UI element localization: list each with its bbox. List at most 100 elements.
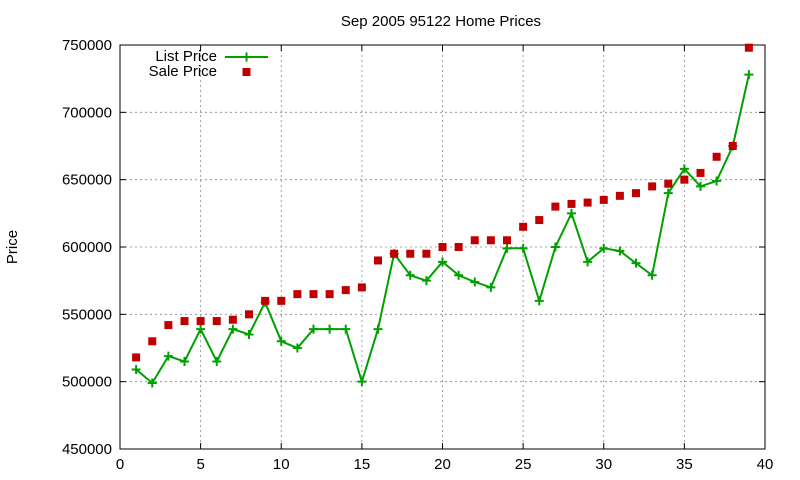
sale-price-point — [422, 249, 431, 258]
list-price-point — [663, 188, 673, 198]
list-price-point — [212, 356, 222, 366]
list-price-point — [744, 70, 754, 80]
list-price-point — [567, 208, 576, 218]
list-price-point — [550, 242, 560, 252]
sale-price-point — [486, 236, 495, 245]
sale-price-point — [503, 236, 511, 245]
sale-price-point — [664, 179, 673, 188]
list-price-point — [357, 377, 367, 387]
list-price-point — [679, 164, 689, 174]
axis-ticks — [120, 45, 765, 449]
list-price-point — [341, 324, 351, 334]
list-price-point — [292, 343, 302, 353]
sale-price-point — [148, 337, 157, 346]
legend: List Price Sale Price — [149, 48, 268, 80]
y-tick-label: 450000 — [62, 441, 112, 458]
list-price-point — [599, 243, 609, 253]
sale-price-point — [648, 182, 657, 191]
list-price-point — [373, 324, 383, 334]
list-price-point — [502, 243, 512, 253]
sale-price-point — [164, 321, 173, 330]
sale-price-point — [341, 286, 350, 295]
list-price-point — [438, 257, 447, 267]
x-tick-label: 10 — [273, 456, 290, 473]
sale-price-point — [470, 236, 479, 245]
x-tick-label: 35 — [676, 456, 693, 473]
sale-price-point — [744, 43, 753, 52]
sale-price-point — [390, 249, 399, 258]
list-price-point — [470, 277, 480, 287]
list-price-point — [454, 270, 464, 280]
list-price-point — [583, 257, 593, 267]
sale-price-point — [632, 189, 640, 198]
sale-price-point — [374, 256, 382, 265]
sale-price-point — [325, 290, 334, 299]
list-price-point — [518, 243, 528, 253]
sale-price-point — [519, 222, 528, 231]
sale-price-point — [277, 296, 286, 305]
x-tick-label: 0 — [116, 456, 124, 473]
sale-price-point — [357, 283, 366, 292]
y-tick-label: 650000 — [62, 172, 112, 189]
list-price-point — [180, 356, 189, 366]
list-price-point — [196, 324, 206, 334]
list-price-point — [534, 296, 544, 306]
list-price-point — [325, 324, 335, 334]
list-price-point — [276, 336, 286, 346]
y-tick-label: 700000 — [62, 104, 112, 121]
sale-price-point — [551, 202, 560, 211]
sale-price-point — [309, 290, 318, 299]
list-price-point — [228, 324, 238, 334]
list-price-point — [647, 270, 657, 280]
sale-price-point — [245, 310, 253, 319]
chart-title: Sep 2005 95122 Home Prices — [341, 13, 541, 30]
sale-price-point — [599, 195, 608, 204]
x-tick-label: 30 — [595, 456, 612, 473]
list-price-point — [696, 181, 705, 191]
sale-price-point — [454, 243, 463, 251]
x-tick-label: 15 — [354, 456, 371, 473]
y-tick-label: 600000 — [62, 239, 112, 256]
x-tick-label: 25 — [515, 456, 532, 473]
sale-price-point — [535, 216, 544, 225]
list-price-point — [244, 330, 254, 340]
data-series — [131, 43, 754, 388]
list-price-point — [131, 365, 141, 375]
sale-price-point — [680, 175, 689, 184]
y-tick-labels: 450000 500000 550000 600000 650000 700000 7500… — [62, 37, 112, 458]
sale-price-point — [196, 317, 205, 326]
sale-price-point — [615, 191, 624, 200]
list-price-point — [421, 276, 431, 286]
sale-price-point — [567, 199, 576, 208]
list-price-point — [631, 258, 641, 268]
y-axis-label: Price — [4, 230, 21, 264]
y-tick-label: 750000 — [62, 37, 112, 54]
legend-marker-list-price — [242, 52, 251, 62]
legend-marker-sale-price — [242, 68, 251, 76]
legend-label-list-price: List Price — [155, 48, 217, 65]
list-price-point — [615, 246, 625, 256]
sale-price-point — [438, 243, 447, 251]
sale-price-point — [293, 290, 302, 299]
x-tick-label: 20 — [434, 456, 451, 473]
sale-price-point — [261, 296, 270, 305]
sale-price-point — [228, 315, 237, 324]
list-price-point — [163, 351, 173, 361]
sale-price-point — [212, 317, 221, 326]
sale-price-point — [583, 198, 592, 207]
sale-price-point — [712, 152, 721, 161]
list-price-point — [309, 324, 318, 334]
legend-label-sale-price: Sale Price — [149, 63, 217, 80]
x-tick-labels: 0 5 10 15 20 25 30 35 40 — [116, 456, 774, 473]
y-tick-label: 500000 — [62, 374, 112, 391]
list-price-point — [486, 282, 496, 292]
list-price-point — [712, 176, 722, 186]
sale-price-point — [696, 168, 705, 177]
y-tick-label: 550000 — [62, 306, 112, 323]
list-price-point — [147, 378, 157, 388]
x-tick-label: 5 — [196, 456, 204, 473]
x-tick-label: 40 — [757, 456, 774, 473]
sale-price-point — [180, 317, 189, 326]
sale-price-point — [406, 249, 415, 258]
